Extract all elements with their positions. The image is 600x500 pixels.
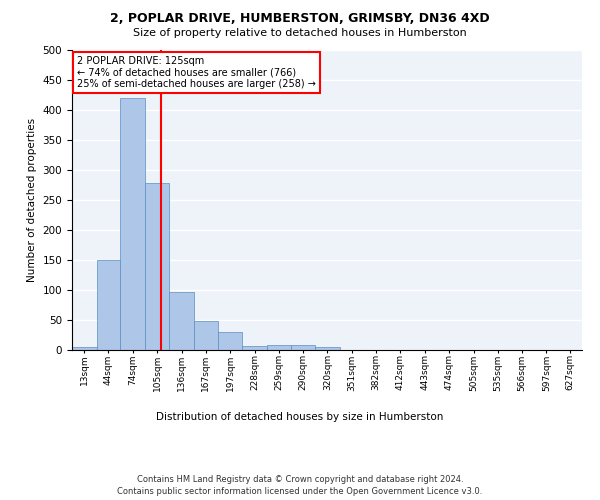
Bar <box>145 183 169 350</box>
Bar <box>315 347 340 350</box>
Text: Size of property relative to detached houses in Humberston: Size of property relative to detached ho… <box>133 28 467 38</box>
Bar <box>292 345 315 350</box>
Bar <box>72 347 97 350</box>
Bar <box>169 292 194 350</box>
Bar <box>242 346 267 350</box>
Bar <box>97 260 121 350</box>
Text: Distribution of detached houses by size in Humberston: Distribution of detached houses by size … <box>157 412 443 422</box>
Text: Contains HM Land Registry data © Crown copyright and database right 2024.: Contains HM Land Registry data © Crown c… <box>137 475 463 484</box>
Text: 2, POPLAR DRIVE, HUMBERSTON, GRIMSBY, DN36 4XD: 2, POPLAR DRIVE, HUMBERSTON, GRIMSBY, DN… <box>110 12 490 26</box>
Text: 2 POPLAR DRIVE: 125sqm
← 74% of detached houses are smaller (766)
25% of semi-de: 2 POPLAR DRIVE: 125sqm ← 74% of detached… <box>77 56 316 89</box>
Bar <box>121 98 145 350</box>
Bar <box>267 344 292 350</box>
Text: Contains public sector information licensed under the Open Government Licence v3: Contains public sector information licen… <box>118 488 482 496</box>
Bar <box>194 320 218 350</box>
Bar <box>218 332 242 350</box>
Y-axis label: Number of detached properties: Number of detached properties <box>27 118 37 282</box>
